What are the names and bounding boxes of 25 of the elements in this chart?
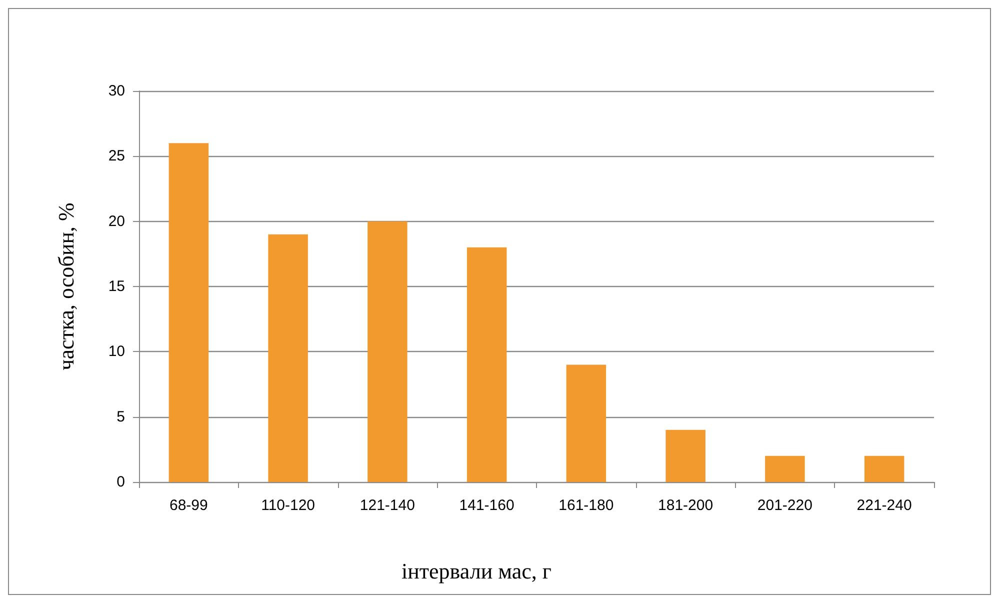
bar [566,364,606,482]
x-tick-label: 110-120 [261,497,316,514]
y-tick-label: 25 [108,148,125,165]
x-tick-label: 68-99 [170,497,208,514]
y-axis-title: частка, особин, % [54,202,78,370]
x-tick-label: 121-140 [360,497,415,514]
bar [864,456,904,482]
y-tick-label: 20 [108,212,125,230]
bar [666,430,706,482]
x-axis-title: інтервали мас, г [402,558,552,584]
x-tick-label: 201-220 [757,497,812,514]
bar [368,221,408,482]
x-tick-label: 181-200 [658,497,714,514]
bar [765,456,805,482]
x-tick-label: 221-240 [856,497,912,514]
y-tick-label: 0 [116,474,125,490]
bar [168,143,209,482]
bar [268,234,308,482]
y-tick-label: 30 [108,82,125,100]
y-tick-label: 5 [116,408,125,426]
y-tick-label: 15 [108,278,125,295]
bar [466,247,507,482]
y-tick-label: 10 [108,343,125,360]
x-tick-label: 161-180 [558,497,614,514]
x-tick-label: 141-160 [459,497,514,514]
